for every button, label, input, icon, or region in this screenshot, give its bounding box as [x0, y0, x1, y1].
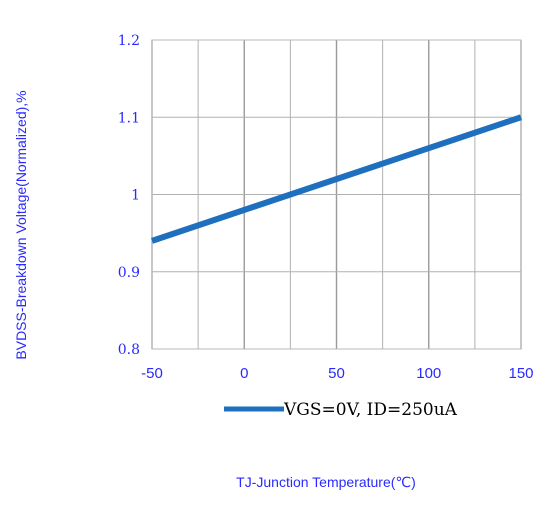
x-tick-labels: -50 0 50 100 150 — [141, 365, 533, 382]
y-tick-label: 1.2 — [118, 33, 140, 49]
y-tick-label: 0.8 — [118, 342, 140, 358]
y-tick-labels: 0.8 0.9 1 1.1 1.2 — [118, 33, 140, 358]
legend: VGS=0V, ID=250uA — [224, 400, 458, 420]
x-tick-label: 0 — [240, 365, 248, 382]
legend-label: VGS=0V, ID=250uA — [283, 400, 458, 420]
y-axis-label: BVDSS-Breakdown Voltage(Normalized),% — [13, 90, 29, 359]
x-axis-label: TJ-Junction Temperature(℃) — [236, 474, 416, 490]
x-tick-label: 100 — [416, 365, 441, 382]
y-tick-label: 1.1 — [118, 110, 140, 126]
x-tick-label: 150 — [508, 365, 533, 382]
x-tick-label: 50 — [328, 365, 345, 382]
series-group — [151, 114, 522, 244]
x-tick-label: -50 — [141, 365, 163, 382]
y-tick-label: 0.9 — [118, 265, 140, 281]
plot-area-frame — [151, 39, 522, 350]
series-line — [151, 114, 522, 244]
y-tick-label: 1 — [131, 188, 140, 204]
chart-grid — [151, 39, 522, 350]
